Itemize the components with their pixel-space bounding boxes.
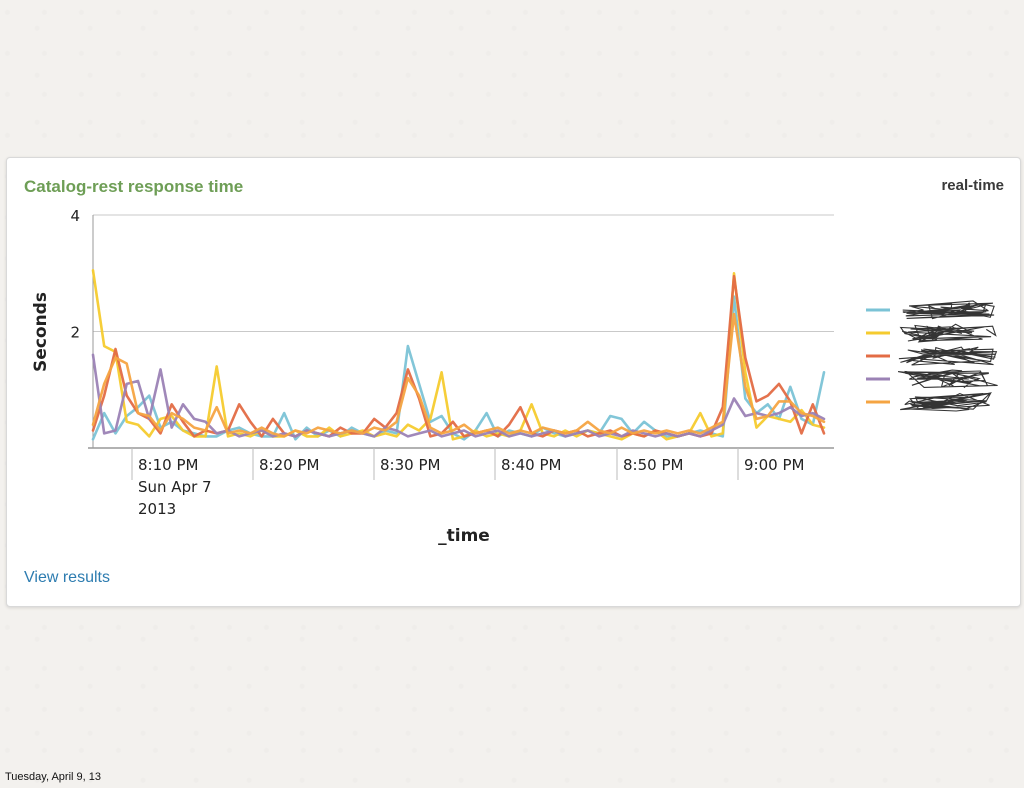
panel-title: Catalog-rest response time	[24, 177, 244, 196]
series-line-1	[91, 295, 826, 441]
footer-date: Tuesday, April 9, 13	[5, 771, 101, 783]
legend-label-redacted	[899, 323, 997, 343]
legend-label-redacted	[902, 300, 995, 320]
x-tick-label: 8:50 PM	[623, 456, 683, 474]
legend-label-redacted	[898, 346, 998, 366]
view-results-link[interactable]: View results	[24, 569, 110, 586]
series-line-4	[91, 353, 826, 438]
y-tick-label: 4	[70, 207, 80, 225]
x-tick-label: Sun Apr 7	[138, 478, 212, 496]
x-axis-title: _time	[438, 526, 490, 546]
legend-label-redacted	[900, 392, 993, 412]
x-tick-label: 8:20 PM	[259, 456, 319, 474]
series-line-3	[91, 274, 826, 438]
chart-panel: Catalog-rest response time real-time Vie…	[6, 157, 1021, 607]
realtime-badge: real-time	[941, 177, 1004, 194]
y-axis-title: Seconds	[31, 292, 51, 372]
x-tick-label: 8:30 PM	[380, 456, 440, 474]
x-tick-label: 8:40 PM	[501, 456, 561, 474]
x-tick-label: 8:10 PM	[138, 456, 198, 474]
series-line-5	[91, 312, 826, 438]
series-line-2	[91, 269, 826, 441]
legend-label-redacted	[897, 369, 998, 389]
y-tick-label: 2	[70, 324, 80, 342]
x-tick-label: 2013	[138, 500, 176, 518]
x-tick-label: 9:00 PM	[744, 456, 804, 474]
